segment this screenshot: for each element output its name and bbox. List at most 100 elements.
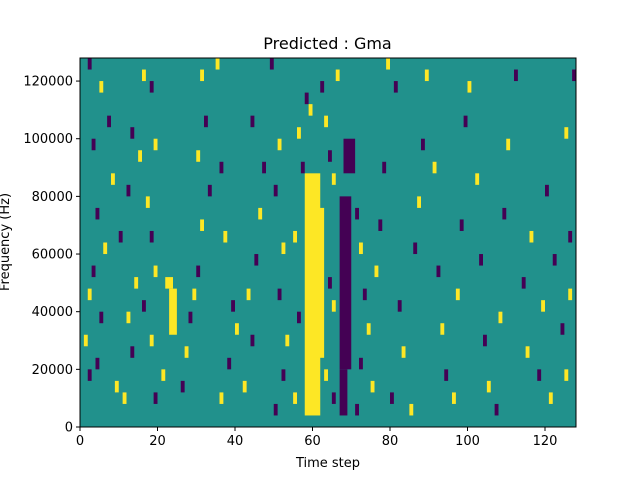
heatmap-cell <box>277 288 282 301</box>
x-tick-label: 120 <box>533 434 558 449</box>
heatmap-cell <box>126 311 131 324</box>
heatmap-band <box>165 277 173 289</box>
x-tick-label: 20 <box>149 434 166 449</box>
heatmap-cell <box>366 323 371 335</box>
heatmap-cell <box>250 334 255 347</box>
y-tick-label: 40000 <box>32 305 73 320</box>
heatmap-cell <box>281 369 286 381</box>
heatmap-band <box>169 288 177 335</box>
heatmap-cell <box>324 115 328 128</box>
x-axis-label: Time step <box>295 456 360 471</box>
heatmap-cell <box>362 288 367 301</box>
heatmap-cell <box>269 58 274 70</box>
heatmap-cell <box>107 115 111 128</box>
heatmap-cell <box>231 300 235 312</box>
heatmap-cell <box>87 369 92 381</box>
heatmap-cell <box>95 207 100 220</box>
heatmap-cell <box>103 242 108 255</box>
heatmap-cell <box>467 81 472 93</box>
heatmap-cell <box>355 207 359 220</box>
heatmap-cell <box>320 81 325 93</box>
heatmap-cell <box>118 230 123 243</box>
heatmap-cell <box>219 392 224 404</box>
y-axis-label: Frequency (Hz) <box>0 193 13 291</box>
heatmap-cell <box>397 300 402 312</box>
heatmap-cell <box>142 69 146 82</box>
heatmap-cell <box>180 380 185 393</box>
heatmap-cell <box>331 173 336 185</box>
y-tick-label: 80000 <box>32 190 73 205</box>
heatmap-cell <box>463 115 468 128</box>
heatmap-cell <box>258 207 263 220</box>
heatmap-cell <box>359 357 363 370</box>
heatmap-cell <box>564 127 569 139</box>
heatmap-cell <box>153 392 158 404</box>
heatmap-cell <box>331 300 336 312</box>
heatmap-cell <box>122 392 127 404</box>
heatmap-cell <box>242 380 247 393</box>
heatmap-cell <box>246 288 251 301</box>
x-tick-label: 80 <box>382 434 399 449</box>
heatmap-cell <box>483 334 487 347</box>
heatmap-cell <box>188 311 193 324</box>
heatmap-cell <box>514 69 518 82</box>
heatmap-cell <box>548 392 553 404</box>
heatmap-cell <box>529 230 534 243</box>
y-axis: 0 20000 40000 60000 80000 100000 120000 <box>23 75 80 436</box>
heatmap-cell <box>393 81 398 93</box>
heatmap-band <box>312 207 325 358</box>
heatmap-cell <box>196 265 201 278</box>
x-tick-label: 0 <box>76 434 84 449</box>
heatmap-band <box>343 138 356 174</box>
heatmap-cell <box>200 69 204 82</box>
heatmap-cell <box>300 161 305 174</box>
heatmap-cell <box>114 380 119 393</box>
heatmap-cell <box>281 242 286 255</box>
heatmap-cell <box>293 230 297 243</box>
heatmap-cell <box>99 311 104 324</box>
chart-title: Predicted : Gma <box>263 34 391 53</box>
heatmap-cell <box>204 115 208 128</box>
heatmap-cell <box>417 196 421 208</box>
heatmap-cell <box>498 311 503 324</box>
heatmap-cell <box>308 104 313 116</box>
heatmap-cell <box>235 323 239 335</box>
heatmap-cell <box>541 300 545 312</box>
heatmap-cell <box>87 288 92 301</box>
heatmap-cell <box>382 161 387 174</box>
heatmap-cell <box>390 392 394 404</box>
heatmap-cell <box>486 380 491 393</box>
heatmap-cell <box>277 138 282 151</box>
plot-area <box>80 58 576 427</box>
heatmap-cell <box>386 58 390 70</box>
heatmap-cell <box>525 346 530 358</box>
heatmap-cell <box>223 230 228 243</box>
heatmap-cell <box>413 242 418 255</box>
heatmap-cell <box>455 288 460 301</box>
heatmap-band <box>339 369 348 416</box>
heatmap-band <box>339 196 352 370</box>
heatmap-cell <box>552 254 557 266</box>
heatmap-cell <box>149 81 154 93</box>
heatmap-cell <box>331 392 336 404</box>
heatmap-cell <box>200 219 204 231</box>
heatmap-cell <box>494 403 499 416</box>
heatmap-cell <box>328 277 332 289</box>
heatmap-cell <box>192 288 197 301</box>
heatmap-cell <box>440 323 445 335</box>
heatmap-cell <box>285 334 290 347</box>
heatmap-cell <box>153 265 158 278</box>
heatmap-cell <box>355 403 359 416</box>
y-tick-label: 120000 <box>23 75 73 90</box>
heatmap-cell <box>215 58 220 70</box>
heatmap-cell <box>254 254 259 266</box>
heatmap-cell <box>130 346 135 358</box>
y-tick-label: 100000 <box>23 132 73 147</box>
heatmap-cell <box>537 369 542 381</box>
y-tick-label: 60000 <box>32 248 73 263</box>
heatmap-cell <box>304 92 309 105</box>
heatmap-cell <box>134 277 139 289</box>
heatmap-cell <box>359 242 363 255</box>
heatmap-cell <box>207 184 212 197</box>
